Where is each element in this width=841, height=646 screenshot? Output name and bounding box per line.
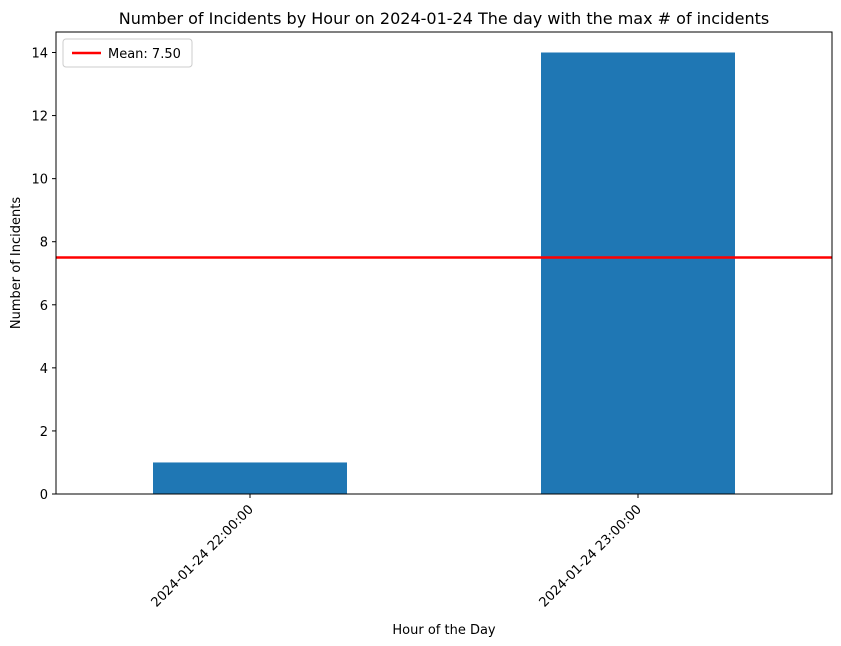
legend-box bbox=[62, 38, 193, 68]
plot-area-frame bbox=[55, 31, 833, 495]
y-tick-label: 8 bbox=[40, 236, 48, 251]
y-tick-label: 14 bbox=[31, 46, 48, 61]
legend-mean-label: Mean: 7.50 bbox=[108, 47, 181, 62]
bar bbox=[541, 52, 735, 495]
bar bbox=[153, 462, 347, 494]
y-tick-label: 0 bbox=[40, 488, 48, 503]
y-tick-label: 4 bbox=[40, 362, 48, 377]
y-tick-label: 6 bbox=[40, 299, 48, 314]
bars-group bbox=[153, 52, 735, 495]
y-axis: 0 2 4 6 8 10 12 14 bbox=[31, 46, 56, 503]
x-tick-label: 2024-01-24 22:00:00 bbox=[149, 502, 257, 610]
legend: Mean: 7.50 bbox=[62, 38, 193, 68]
chart-title: Number of Incidents by Hour on 2024-01-2… bbox=[119, 9, 769, 28]
x-axis-title: Hour of the Day bbox=[392, 623, 496, 638]
y-axis-title: Number of Incidents bbox=[9, 197, 24, 329]
x-axis: 2024-01-24 22:00:00 2024-01-24 23:00:00 bbox=[149, 494, 645, 610]
y-tick-label: 12 bbox=[31, 110, 48, 125]
y-tick-label: 2 bbox=[40, 425, 48, 440]
y-tick-label: 10 bbox=[31, 173, 48, 188]
x-tick-label: 2024-01-24 23:00:00 bbox=[537, 502, 645, 610]
